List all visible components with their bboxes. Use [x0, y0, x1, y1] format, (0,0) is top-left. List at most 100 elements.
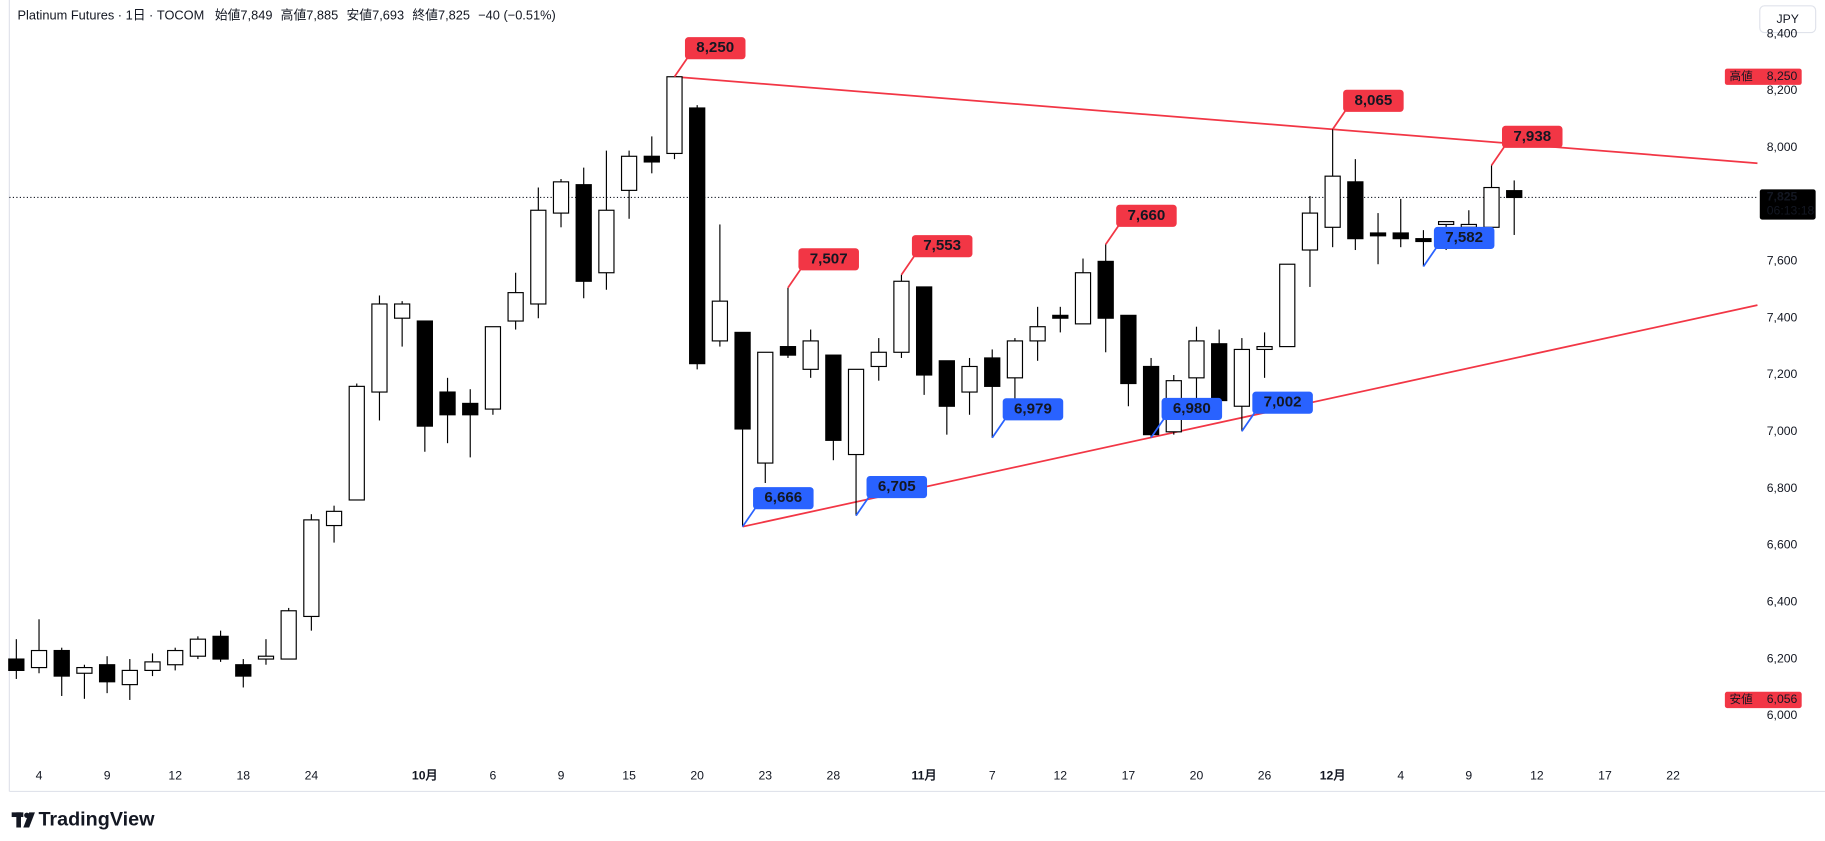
low-label-pointer	[1241, 412, 1256, 432]
y-tick-label: 6,200	[1767, 651, 1798, 665]
high-label: 7,660	[1128, 207, 1166, 224]
trendline	[674, 75, 1758, 165]
currency-label[interactable]: JPY	[1777, 12, 1799, 26]
candle-body	[53, 649, 70, 677]
x-tick-label: 18	[236, 769, 250, 783]
header-value: 7,885	[306, 8, 338, 23]
x-tick-label: 17	[1598, 769, 1612, 783]
candle-body	[825, 354, 842, 441]
logo-mark[interactable]	[16, 812, 21, 828]
candle-body	[1369, 232, 1387, 237]
x-tick-label: 12	[168, 769, 182, 783]
logo[interactable]: TradingView	[11, 809, 155, 831]
high-label-box	[1343, 89, 1404, 112]
logo-mark[interactable]	[23, 812, 35, 828]
x-tick-label: 9	[558, 769, 565, 783]
x-tick-label: 17	[1122, 769, 1136, 783]
x-tick-label: 9	[1465, 769, 1472, 783]
candle-body	[121, 669, 138, 686]
last-price-value: 7,825	[1767, 190, 1798, 204]
candle-body	[1392, 232, 1409, 240]
x-tick-label: 7	[989, 769, 996, 783]
y-tick-label: 7,400	[1767, 310, 1798, 324]
y-tick-label: 6,800	[1767, 481, 1798, 495]
price-tag-value: 8,250	[1767, 69, 1798, 83]
candle-body	[847, 368, 865, 456]
high-label-box	[911, 235, 973, 258]
y-tick-label: 6,400	[1767, 594, 1798, 608]
low-label: 6,666	[764, 489, 802, 506]
candle-body	[1188, 340, 1205, 379]
low-label: 6,979	[1014, 400, 1052, 417]
chart-header: Platinum Futures · 1日 · TOCOM 始値7,849 高値…	[17, 8, 555, 23]
x-tick-label: 15	[622, 769, 636, 783]
y-tick-label: 7,000	[1767, 424, 1798, 438]
chart-title: Platinum Futures · 1日 · TOCOM	[17, 8, 204, 23]
candle-body	[734, 331, 751, 430]
y-tick-label: 7,600	[1767, 254, 1798, 268]
high-label: 7,507	[810, 250, 848, 267]
y-tick-label: 7,200	[1767, 367, 1798, 381]
price-tag	[1724, 691, 1802, 709]
header-label: 安値	[347, 8, 373, 23]
low-label: 7,582	[1445, 229, 1483, 246]
candle-body	[189, 638, 207, 657]
candle-body	[1233, 348, 1251, 407]
y-tick-label: 6,000	[1767, 708, 1798, 722]
candle-body	[870, 351, 887, 368]
high-label-pointer	[1331, 110, 1347, 130]
candle-body	[757, 351, 774, 464]
x-tick-label: 12	[1530, 769, 1544, 783]
candle-body	[598, 209, 615, 274]
x-tick-label: 12	[1054, 769, 1068, 783]
countdown: 06:13:18	[1767, 204, 1815, 218]
low-label-pointer	[1150, 418, 1165, 438]
candle-body	[1279, 263, 1296, 348]
candle-body	[643, 155, 660, 163]
candle-body	[394, 303, 411, 319]
low-label: 6,705	[878, 478, 916, 495]
candle-body	[984, 357, 1001, 387]
x-tick-label: 4	[1397, 769, 1404, 783]
high-label-pointer	[1104, 225, 1120, 245]
candle-body	[484, 326, 502, 410]
header-value: 7,825	[438, 8, 470, 23]
high-label-box	[684, 37, 746, 60]
x-tick-label: 6	[490, 769, 497, 783]
candle-body	[325, 510, 343, 527]
candle-body	[1324, 175, 1341, 228]
candle-body	[915, 286, 933, 376]
candle-body	[1052, 314, 1069, 319]
x-tick-label: 24	[305, 769, 319, 783]
candle-body	[1415, 238, 1432, 243]
low-label-pointer	[855, 496, 870, 517]
candle-body	[666, 76, 683, 155]
y-tick-label: 6,600	[1767, 538, 1798, 552]
low-label-box	[1161, 397, 1223, 421]
currency-button[interactable]	[1759, 5, 1817, 34]
logo-text[interactable]: TradingView	[38, 809, 155, 831]
high-label-pointer	[787, 268, 802, 289]
candle-body	[530, 209, 547, 305]
candle-body	[1142, 365, 1160, 436]
candle-body	[1506, 190, 1523, 199]
candle-body	[893, 280, 910, 353]
candle-body	[689, 107, 706, 365]
high-label-box	[1501, 125, 1563, 148]
price-tag-value: 6,056	[1767, 692, 1798, 706]
candle-body	[8, 658, 25, 671]
price-tag-label: 高値	[1730, 69, 1754, 83]
y-tick-label: 8,400	[1767, 26, 1798, 40]
candle-body	[1301, 212, 1319, 251]
candle-body	[30, 649, 48, 669]
candle-body	[1347, 181, 1364, 240]
candle-body	[1483, 186, 1500, 228]
low-label-pointer	[741, 507, 757, 528]
low-label-box	[866, 476, 928, 499]
low-label-pointer	[991, 418, 1006, 439]
x-tick-label: 12月	[1320, 769, 1346, 783]
price-tag-label: 安値	[1730, 692, 1754, 706]
candle-body	[1120, 314, 1137, 385]
high-label: 8,065	[1354, 92, 1392, 109]
